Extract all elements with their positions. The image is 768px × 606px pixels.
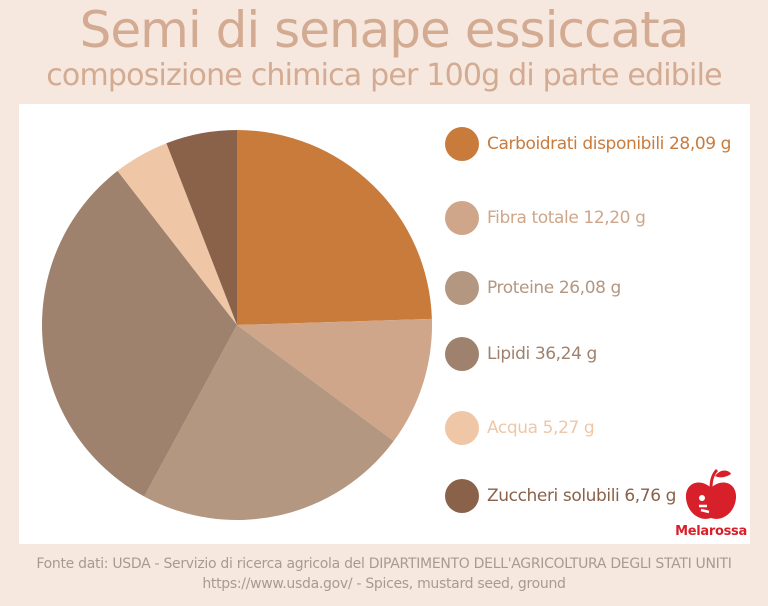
pie-slice-carboidrati-disponibili[interactable] <box>237 130 432 325</box>
pie-chart <box>41 130 432 520</box>
legend-swatch <box>445 411 479 445</box>
legend-label: Zuccheri solubili 6,76 g <box>487 486 677 506</box>
source-line-1: Fonte dati: USDA - Servizio di ricerca a… <box>36 556 732 572</box>
pie-slice-zuccheri-solubili[interactable] <box>166 130 237 325</box>
legend-label: Acqua 5,27 g <box>487 418 595 438</box>
pie-slice-lipidi[interactable] <box>41 170 238 497</box>
legend-label: Proteine 26,08 g <box>487 278 621 298</box>
legend-item-zuccheri-solubili[interactable]: Zuccheri solubili 6,76 g <box>445 478 676 514</box>
legend-label: Fibra totale 12,20 g <box>487 208 646 228</box>
chart-legend: Carboidrati disponibili 28,09 g Fibra tot… <box>445 104 745 544</box>
legend-item-acqua[interactable]: Acqua 5,27 g <box>445 410 595 446</box>
pie-slice-acqua[interactable] <box>117 143 237 325</box>
source-note: Fonte dati: USDA - Servizio di ricerca a… <box>0 554 768 594</box>
legend-swatch <box>445 271 479 305</box>
legend-swatch <box>445 479 479 513</box>
legend-label: Carboidrati disponibili 28,09 g <box>487 134 732 154</box>
logo-text: Melarossa <box>675 524 747 539</box>
chart-title: Semi di senape essiccata <box>79 1 690 59</box>
legend-item-fibra-totale[interactable]: Fibra totale 12,20 g <box>445 200 646 236</box>
legend-swatch <box>445 337 479 371</box>
legend-item-carboidrati-disponibili[interactable]: Carboidrati disponibili 28,09 g <box>445 126 731 162</box>
pie-slice-fibra-totale[interactable] <box>237 318 432 442</box>
source-line-2: https://www.usda.gov/ - Spices, mustard … <box>202 576 566 592</box>
melarossa-logo[interactable]: Melarossa <box>671 464 751 542</box>
legend-label: Lipidi 36,24 g <box>487 344 597 364</box>
legend-item-proteine[interactable]: Proteine 26,08 g <box>445 270 621 306</box>
legend-item-lipidi[interactable]: Lipidi 36,24 g <box>445 336 597 372</box>
pie-slice-proteine[interactable] <box>144 325 394 520</box>
legend-swatch <box>445 201 479 235</box>
apple-icon <box>685 468 737 519</box>
chart-subtitle: composizione chimica per 100g di parte e… <box>46 58 722 93</box>
chart-panel: Carboidrati disponibili 28,09 g Fibra tot… <box>19 104 750 544</box>
legend-swatch <box>445 127 479 161</box>
